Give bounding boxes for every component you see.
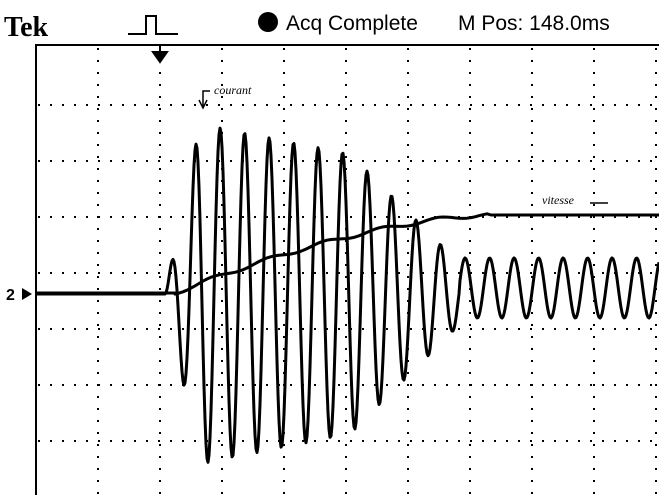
current-pointer: [199, 91, 210, 108]
acq-status: Acq Complete: [286, 12, 418, 35]
channel-arrow: [22, 288, 32, 300]
speed-label: vitesse: [542, 193, 575, 207]
page: Tek Acq Complete M Pos: 148.0ms 2 couran…: [0, 0, 659, 495]
status-dot: [258, 12, 278, 32]
current-trace: [36, 128, 659, 462]
trigger-arrow: [153, 44, 167, 62]
current-label: courant: [214, 83, 252, 97]
scope-screen: Tek Acq Complete M Pos: 148.0ms 2 couran…: [0, 0, 659, 495]
trigger-icon: [128, 16, 178, 34]
position: M Pos: 148.0ms: [458, 12, 610, 35]
channel-marker: 2: [6, 287, 15, 304]
brand: Tek: [4, 12, 49, 43]
